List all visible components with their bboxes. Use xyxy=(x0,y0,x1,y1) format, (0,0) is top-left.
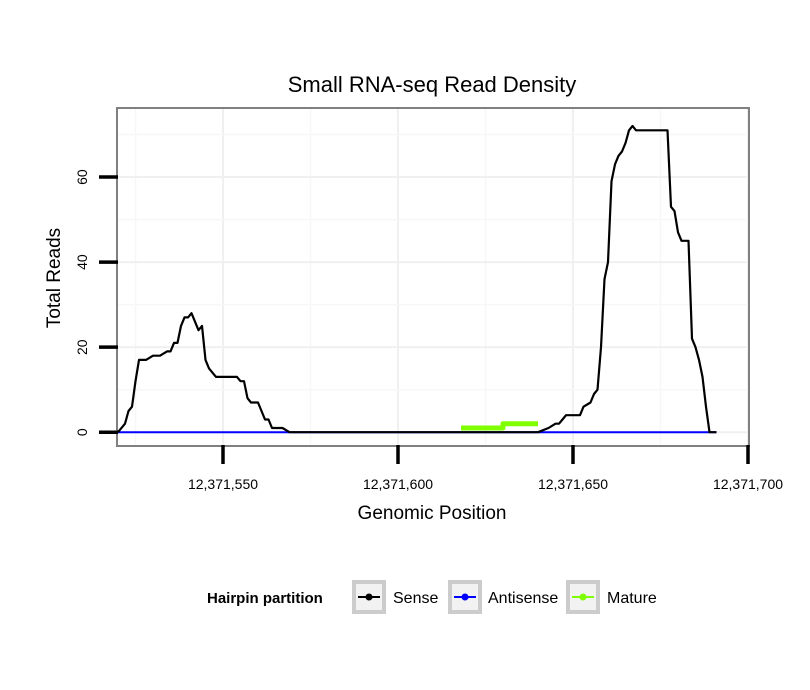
legend-label-antisense: Antisense xyxy=(488,590,558,607)
legend-item-sense: Sense xyxy=(352,580,438,614)
legend-dot-antisense xyxy=(461,593,469,601)
legend: Hairpin partition Sense Antisense Mature xyxy=(207,580,657,614)
chart-title: Small RNA-seq Read Density xyxy=(288,72,577,97)
legend-dot-mature xyxy=(579,593,587,601)
x-axis-title: Genomic Position xyxy=(358,503,507,524)
legend-label-sense: Sense xyxy=(393,590,438,607)
plot-panel xyxy=(116,107,750,447)
series-line-mature xyxy=(461,421,538,431)
axes: 12,371,550 12,371,600 12,371,650 12,371,700… xyxy=(74,169,783,492)
x-tick-label: 12,371,600 xyxy=(363,476,433,492)
y-axis-title: Total Reads xyxy=(44,228,65,328)
y-tick-label: 60 xyxy=(74,169,90,185)
grid xyxy=(118,109,749,445)
panel-background xyxy=(118,109,748,445)
series-layer xyxy=(117,124,717,434)
legend-title: Hairpin partition xyxy=(207,590,323,607)
x-tick-label: 12,371,550 xyxy=(188,476,258,492)
y-tick-label: 0 xyxy=(74,428,90,436)
legend-label-mature: Mature xyxy=(607,590,657,607)
y-tick-label: 20 xyxy=(74,339,90,355)
x-tick-label: 12,371,650 xyxy=(538,476,608,492)
series-line-sense xyxy=(117,124,717,434)
y-tick-label: 40 xyxy=(74,254,90,270)
x-tick-label: 12,371,700 xyxy=(713,476,783,492)
legend-item-mature: Mature xyxy=(566,580,657,614)
legend-dot-sense xyxy=(365,593,373,601)
legend-item-antisense: Antisense xyxy=(448,580,558,614)
